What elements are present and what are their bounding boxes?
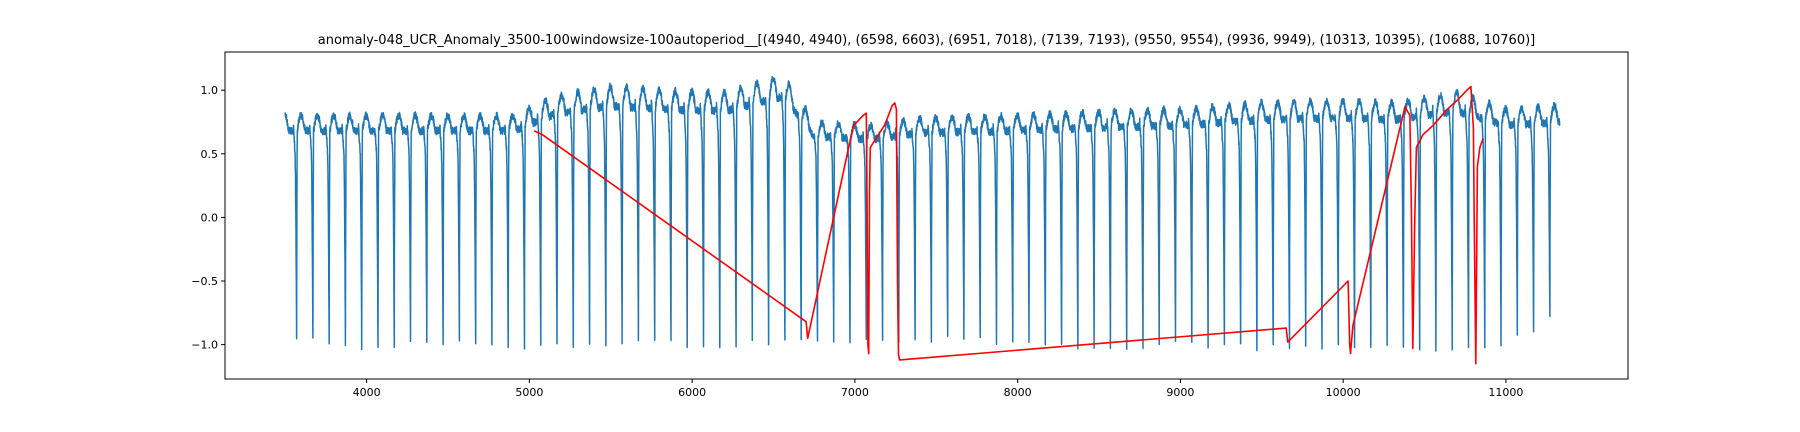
x-tick-label: 5000 — [515, 386, 543, 399]
chart-title: anomaly-048_UCR_Anomaly_3500-100windowsi… — [318, 33, 1536, 48]
y-tick-label: −1.0 — [191, 339, 218, 352]
x-tick-label: 9000 — [1166, 386, 1194, 399]
series-layer — [284, 75, 1561, 365]
y-tick-label: 1.0 — [201, 84, 219, 97]
y-tick-label: −0.5 — [191, 275, 218, 288]
plot-frame — [224, 51, 1629, 380]
series-line-signal — [284, 75, 1561, 352]
x-tick-label: 10000 — [1326, 386, 1361, 399]
series-line-anomaly — [533, 85, 1484, 365]
x-tick-label: 8000 — [1004, 386, 1032, 399]
y-axis: −1.0 −0.5 0.0 0.5 1.0 — [191, 84, 225, 352]
x-tick-label: 11000 — [1488, 386, 1523, 399]
x-tick-label: 4000 — [353, 386, 381, 399]
x-tick-label: 6000 — [678, 386, 706, 399]
x-axis: 4000 5000 6000 7000 8000 9000 10000 11000 — [353, 379, 1523, 399]
y-tick-label: 0.0 — [201, 211, 219, 224]
y-tick-label: 0.5 — [201, 148, 219, 161]
x-tick-label: 7000 — [841, 386, 869, 399]
